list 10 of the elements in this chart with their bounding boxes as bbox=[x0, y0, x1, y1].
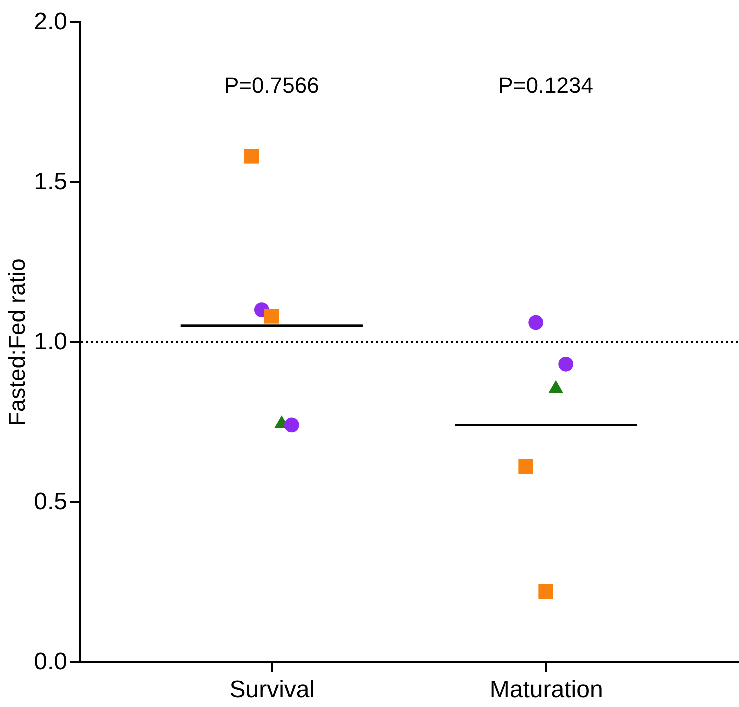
y-tick-label: 1.0 bbox=[34, 328, 68, 356]
x-tick-label: Survival bbox=[230, 676, 316, 704]
y-tick-label: 0.0 bbox=[34, 648, 68, 676]
x-tick-label: Maturation bbox=[490, 676, 604, 704]
y-tick-label: 1.5 bbox=[34, 168, 68, 196]
y-tick-label: 0.5 bbox=[34, 488, 68, 516]
y-axis-title: Fasted:Fed ratio bbox=[4, 258, 30, 426]
annotation: P=0.7566 bbox=[224, 73, 320, 98]
annotation: P=0.1234 bbox=[498, 73, 594, 98]
y-tick-label: 2.0 bbox=[34, 8, 68, 36]
